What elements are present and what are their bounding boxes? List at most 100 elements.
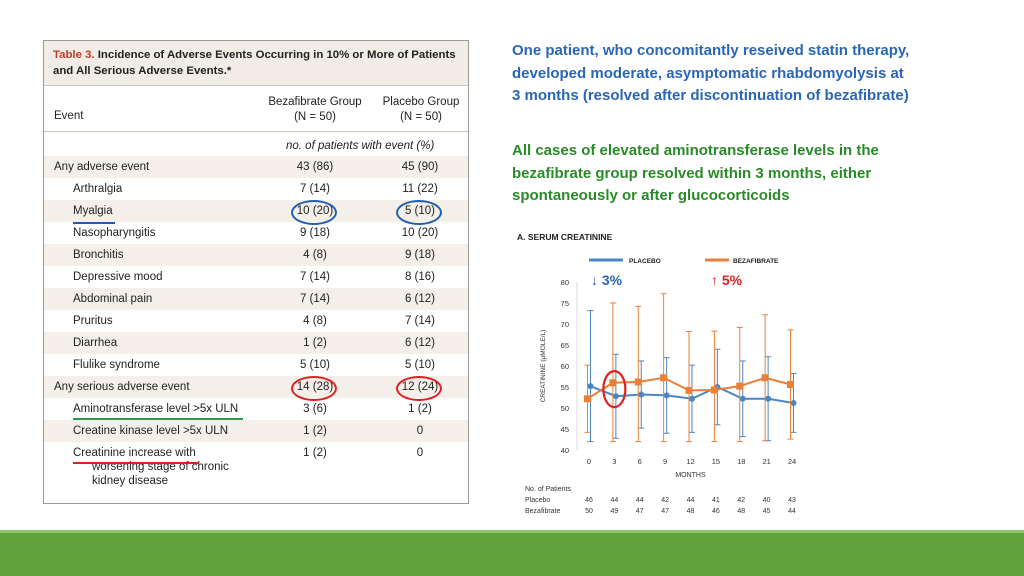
bezafibrate-data-point: [761, 374, 769, 382]
table-cell-bezafibrate: 1 (2): [303, 447, 327, 459]
table-cell-placebo: 7 (14): [404, 315, 436, 327]
patients-row-label: Bezafibrate: [525, 508, 561, 515]
table-row-event: Depressive mood: [73, 271, 163, 283]
patients-count: 48: [737, 508, 745, 515]
y-tick-label: 50: [561, 404, 569, 413]
y-axis-label: CREATININE (μMOLE/L): [540, 330, 547, 403]
y-tick-label: 45: [561, 425, 569, 434]
x-tick-label: 9: [663, 457, 667, 466]
aminotransferase-note: All cases of elevated aminotransferase l…: [512, 142, 879, 204]
adverse-events-table: Table 3. Incidence of Adverse Events Occ…: [43, 40, 469, 504]
x-tick-label: 18: [737, 457, 745, 466]
table-label: Table 3.: [53, 49, 95, 61]
table-row-event: Flulike syndrome: [73, 359, 160, 371]
y-tick-label: 75: [561, 299, 569, 308]
table-cell-bezafibrate: 4 (8): [303, 315, 327, 327]
serum-creatinine-chart: A. SERUM CREATININE PLACEBO BEZAFIBRATE ↓ 3…: [517, 232, 797, 515]
table-title: Table 3. Incidence of Adverse Events Occ…: [53, 47, 463, 79]
placebo-data-point: [663, 392, 670, 399]
patients-title: No. of Patients: [525, 486, 571, 493]
table-cell-placebo: 11 (22): [402, 183, 438, 195]
y-tick-label: 80: [561, 278, 569, 287]
row-shading: [44, 288, 468, 310]
table-row-event-continuation: kidney disease: [92, 475, 169, 487]
bezafibrate-data-point: [634, 378, 642, 386]
patients-count: 45: [763, 508, 771, 515]
month-3-highlight-circle: [602, 370, 627, 409]
table-row-event: Aminotransferase level >5x ULN: [73, 403, 239, 415]
patients-count: 46: [585, 497, 593, 504]
bezafibrate-data-point: [609, 379, 617, 387]
table-cell-placebo: 0: [416, 447, 424, 459]
patients-count: 40: [763, 497, 771, 504]
column-header-bezafibrate-name: Bezafibrate Group: [268, 96, 362, 108]
table-row-event: Arthralgia: [73, 183, 123, 195]
table-cell-bezafibrate: 4 (8): [303, 249, 327, 261]
x-tick-label: 24: [788, 457, 796, 466]
aminotransferase-underline: [73, 418, 243, 420]
table-cell-bezafibrate: 3 (6): [303, 403, 327, 415]
table-cell-bezafibrate: 7 (14): [299, 271, 331, 283]
table-title-text: Incidence of Adverse Events Occurring in…: [53, 49, 456, 77]
placebo-data-point: [638, 391, 645, 398]
row-shading: [44, 200, 468, 222]
table-row-event: Abdominal pain: [73, 293, 153, 305]
creatinine-underline: [73, 462, 199, 464]
table-cell-placebo: 6 (12): [404, 293, 436, 305]
legend-bezafibrate-label: BEZAFIBRATE: [733, 258, 779, 265]
header-divider: [44, 131, 468, 132]
patients-count: 42: [737, 497, 745, 504]
rhabdomyolysis-note: One patient, who concomitantly reseived …: [512, 42, 910, 104]
legend-placebo-label: PLACEBO: [629, 258, 661, 265]
patients-count: 50: [585, 508, 593, 515]
x-tick-label: 12: [686, 457, 694, 466]
row-shading: [44, 376, 468, 398]
patients-count: 49: [610, 508, 618, 515]
table-cell-placebo: 1 (2): [408, 403, 432, 415]
column-header-event: Event: [54, 110, 84, 122]
table-cell-placebo: 5 (10): [404, 359, 436, 371]
placebo-data-point: [689, 395, 695, 402]
table-cell-bezafibrate: 1 (2): [303, 337, 327, 349]
placebo-data-point: [790, 399, 797, 406]
patients-count: 47: [661, 508, 669, 515]
patients-count: 44: [687, 497, 695, 504]
table-header-band: Table 3. Incidence of Adverse Events Occ…: [44, 41, 468, 86]
patients-count: 44: [788, 508, 796, 515]
y-tick-label: 40: [561, 446, 569, 455]
serious-placebo-circle: [396, 376, 442, 401]
patients-row-label: Placebo: [525, 497, 550, 504]
table-row-event: Pruritus: [73, 315, 113, 327]
row-shading: [44, 244, 468, 266]
patients-count: 41: [712, 497, 720, 504]
column-header-bezafibrate: Bezafibrate Group (N = 50): [260, 95, 370, 125]
table-row-event: Myalgia: [73, 205, 113, 217]
patients-count: 43: [788, 497, 796, 504]
table-row-event: Any serious adverse event: [54, 381, 190, 393]
placebo-change-annotation: ↓ 3%: [591, 272, 623, 288]
y-tick-label: 55: [561, 383, 569, 392]
y-tick-label: 65: [561, 341, 569, 350]
table-row-event: Creatine kinase level >5x ULN: [73, 425, 229, 437]
bezafibrate-data-point: [685, 386, 693, 394]
row-shading: [44, 156, 468, 178]
table-row-event: Any adverse event: [54, 161, 150, 173]
bezafibrate-data-point: [787, 380, 794, 388]
table-cell-bezafibrate: 5 (10): [299, 359, 331, 371]
x-tick-label: 6: [638, 457, 642, 466]
placebo-data-point: [765, 395, 772, 402]
x-tick-label: 21: [762, 457, 770, 466]
x-axis-label: MONTHS: [675, 472, 706, 479]
table-row-event: Nasopharyngitis: [73, 227, 156, 239]
table-cell-placebo: 6 (12): [404, 337, 436, 349]
table-cell-placebo: 9 (18): [404, 249, 436, 261]
placebo-data-point: [612, 393, 619, 400]
bezafibrate-data-point: [660, 374, 668, 382]
table-row-event: Bronchitis: [73, 249, 124, 261]
column-header-placebo: Placebo Group (N = 50): [376, 95, 466, 125]
units-note: no. of patients with event (%): [286, 140, 435, 152]
table-cell-bezafibrate: 9 (18): [299, 227, 331, 239]
patients-count: 44: [636, 497, 644, 504]
table-row-event: Creatinine increase with: [73, 447, 196, 459]
table-cell-placebo: 45 (90): [401, 161, 439, 173]
